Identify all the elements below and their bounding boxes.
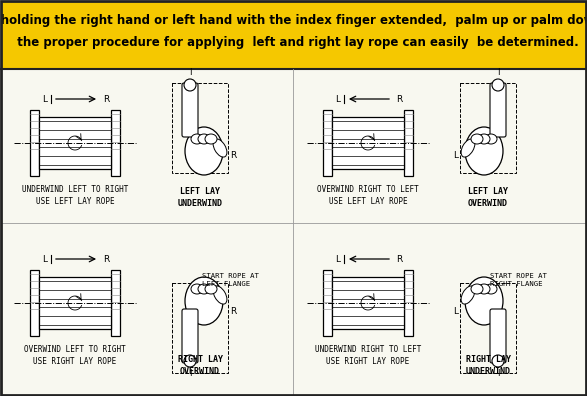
Ellipse shape (205, 134, 217, 144)
Text: RIGHT LAY
UNDERWIND: RIGHT LAY UNDERWIND (465, 355, 511, 376)
Text: L: L (42, 95, 47, 103)
Text: I: I (497, 68, 500, 77)
Text: R: R (230, 307, 236, 316)
Bar (1, 69, 586, 395)
Text: UNDERWIND RIGHT TO LEFT
USE RIGHT LAY ROPE: UNDERWIND RIGHT TO LEFT USE RIGHT LAY RO… (315, 345, 421, 366)
Text: LEFT LAY
OVERWIND: LEFT LAY OVERWIND (468, 187, 508, 208)
Circle shape (492, 355, 504, 367)
Ellipse shape (478, 284, 490, 294)
Text: the proper procedure for applying  left and right lay rope can easily  be determ: the proper procedure for applying left a… (9, 36, 578, 49)
Ellipse shape (191, 134, 203, 144)
Text: R: R (396, 95, 402, 103)
Text: R: R (230, 150, 236, 160)
Bar (30, 270, 39, 336)
Ellipse shape (185, 127, 223, 175)
Bar (111, 270, 120, 336)
Text: L: L (453, 307, 458, 316)
Ellipse shape (205, 284, 217, 294)
Ellipse shape (471, 134, 483, 144)
Text: R: R (103, 255, 109, 263)
Text: L: L (453, 150, 458, 160)
Text: I: I (497, 369, 500, 378)
Text: L: L (335, 255, 340, 263)
Bar (111, 110, 120, 176)
Bar (323, 110, 332, 176)
Ellipse shape (471, 284, 483, 294)
FancyBboxPatch shape (182, 83, 198, 137)
Ellipse shape (185, 277, 223, 325)
Text: RIGHT LAY
OVERWIND: RIGHT LAY OVERWIND (177, 355, 222, 376)
Ellipse shape (461, 139, 475, 157)
Circle shape (184, 355, 196, 367)
Ellipse shape (461, 286, 475, 304)
Ellipse shape (191, 284, 203, 294)
FancyBboxPatch shape (490, 309, 506, 363)
Ellipse shape (198, 284, 210, 294)
Ellipse shape (465, 277, 503, 325)
Bar (30, 110, 39, 176)
Ellipse shape (213, 286, 227, 304)
Text: I: I (189, 68, 191, 77)
Ellipse shape (465, 127, 503, 175)
FancyBboxPatch shape (182, 309, 198, 363)
Text: START ROPE AT
LEFT FLANGE: START ROPE AT LEFT FLANGE (202, 273, 259, 286)
FancyBboxPatch shape (490, 83, 506, 137)
Bar (1, 1, 586, 69)
Ellipse shape (478, 134, 490, 144)
Bar (39, 277, 111, 329)
Circle shape (492, 79, 504, 91)
Text: LEFT LAY
UNDERWIND: LEFT LAY UNDERWIND (177, 187, 222, 208)
Text: I: I (189, 369, 191, 378)
Ellipse shape (485, 284, 497, 294)
Text: L: L (335, 95, 340, 103)
Bar (172, 283, 228, 373)
Text: OVERWIND RIGHT TO LEFT
USE LEFT LAY ROPE: OVERWIND RIGHT TO LEFT USE LEFT LAY ROPE (317, 185, 419, 206)
Bar (404, 110, 413, 176)
Bar (39, 117, 111, 169)
Text: R: R (396, 255, 402, 263)
Bar (404, 270, 413, 336)
Text: By holding the right hand or left hand with the index finger extended,  palm up : By holding the right hand or left hand w… (0, 14, 587, 27)
Circle shape (184, 79, 196, 91)
Text: L: L (42, 255, 47, 263)
Text: R: R (103, 95, 109, 103)
Bar (332, 277, 404, 329)
Bar (460, 83, 516, 173)
Bar (332, 117, 404, 169)
Bar (323, 270, 332, 336)
Ellipse shape (213, 139, 227, 157)
Text: UNDERWIND LEFT TO RIGHT
USE LEFT LAY ROPE: UNDERWIND LEFT TO RIGHT USE LEFT LAY ROP… (22, 185, 128, 206)
Bar (172, 83, 228, 173)
Text: OVERWIND LEFT TO RIGHT
USE RIGHT LAY ROPE: OVERWIND LEFT TO RIGHT USE RIGHT LAY ROP… (24, 345, 126, 366)
Bar (460, 283, 516, 373)
Ellipse shape (198, 134, 210, 144)
Ellipse shape (485, 134, 497, 144)
Text: START ROPE AT
RIGHT FLANGE: START ROPE AT RIGHT FLANGE (490, 273, 547, 286)
